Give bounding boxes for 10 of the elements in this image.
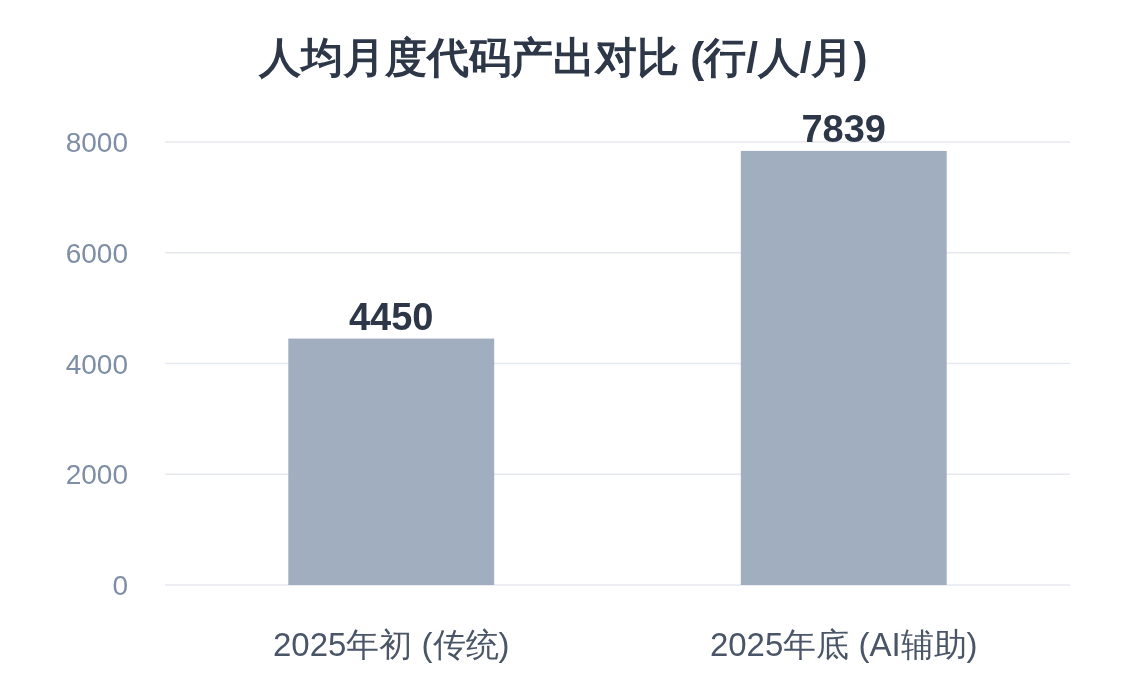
y-tick-label: 2000 — [65, 459, 128, 491]
x-tick-label: 2025年底 (AI辅助) — [709, 626, 978, 663]
y-tick-label: 0 — [112, 570, 128, 601]
y-tick-label: 6000 — [65, 237, 128, 269]
data-label: 4450 — [348, 295, 434, 338]
x-tick-label: 2025年初 (传统) — [272, 626, 510, 663]
y-tick-label: 4000 — [65, 348, 128, 380]
y-tick-label: 8000 — [65, 127, 128, 158]
chart-title: 人均月度代码产出对比 (行/人/月) — [257, 34, 868, 81]
data-label: 7839 — [801, 107, 887, 150]
